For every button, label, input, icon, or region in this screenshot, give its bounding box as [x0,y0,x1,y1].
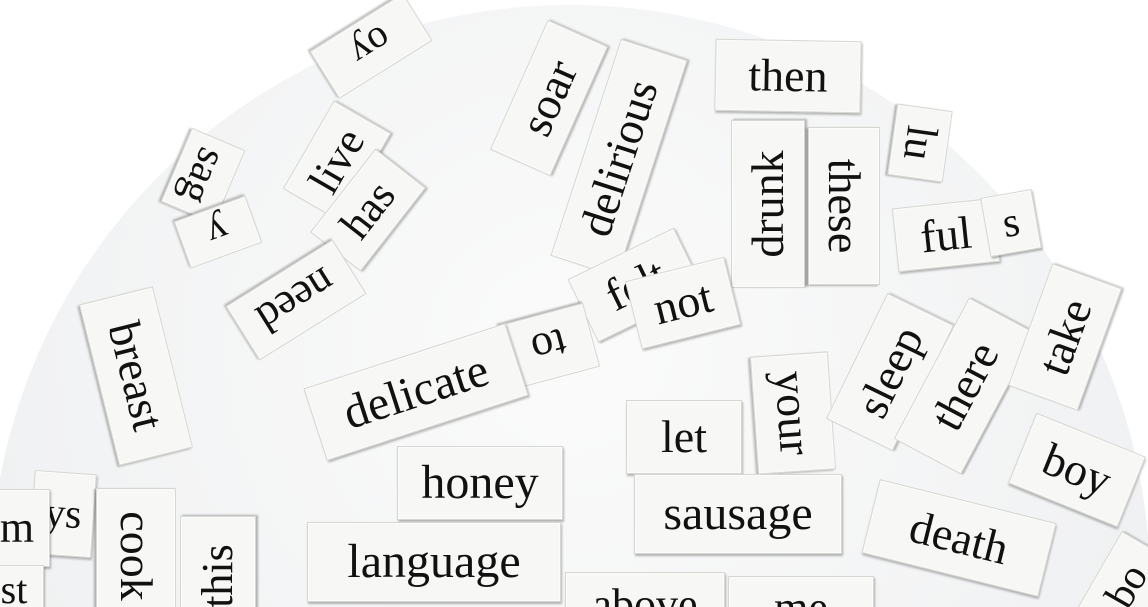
word-tile-honey: honey [397,446,563,520]
word-tile-sausage: sausage [634,474,842,554]
word-tile-lu: lu [887,103,953,183]
word-tile-cook: cook [96,488,176,607]
word-tile-these: these [808,127,880,285]
word-tile-this: this [180,516,256,607]
word-tile-s: s [980,188,1042,258]
word-tile-drunk: drunk [731,120,805,288]
word-tile-m: m [0,489,50,567]
word-tile-st: st [0,565,44,607]
word-tile-me: me [728,576,874,607]
word-tile-your: your [749,351,837,475]
word-tile-let: let [626,400,742,474]
word-tile-above: above [565,572,725,607]
word-tile-language: language [307,522,561,602]
word-tile-then: then [714,38,862,114]
